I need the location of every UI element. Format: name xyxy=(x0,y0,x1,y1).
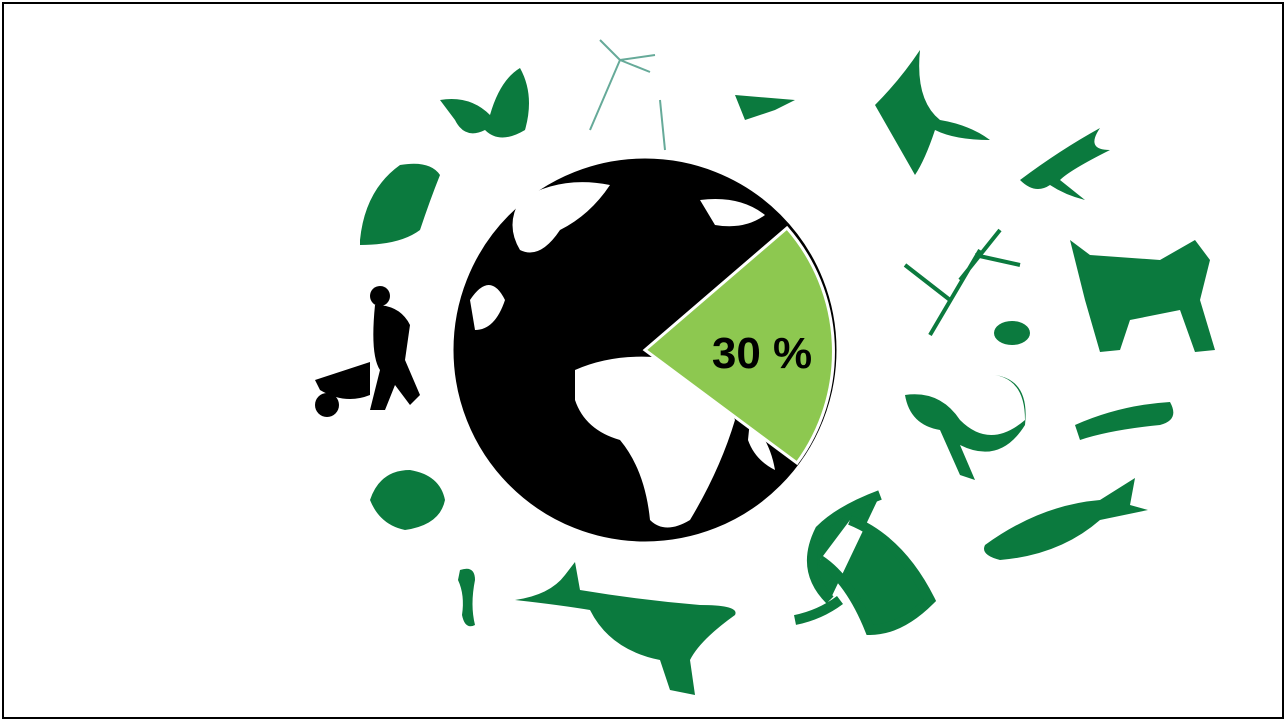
animal-silhouettes xyxy=(360,39,1215,695)
gardener-silhouette xyxy=(315,286,420,417)
wedge xyxy=(642,225,835,466)
percentage-label: 30 % xyxy=(712,329,812,378)
